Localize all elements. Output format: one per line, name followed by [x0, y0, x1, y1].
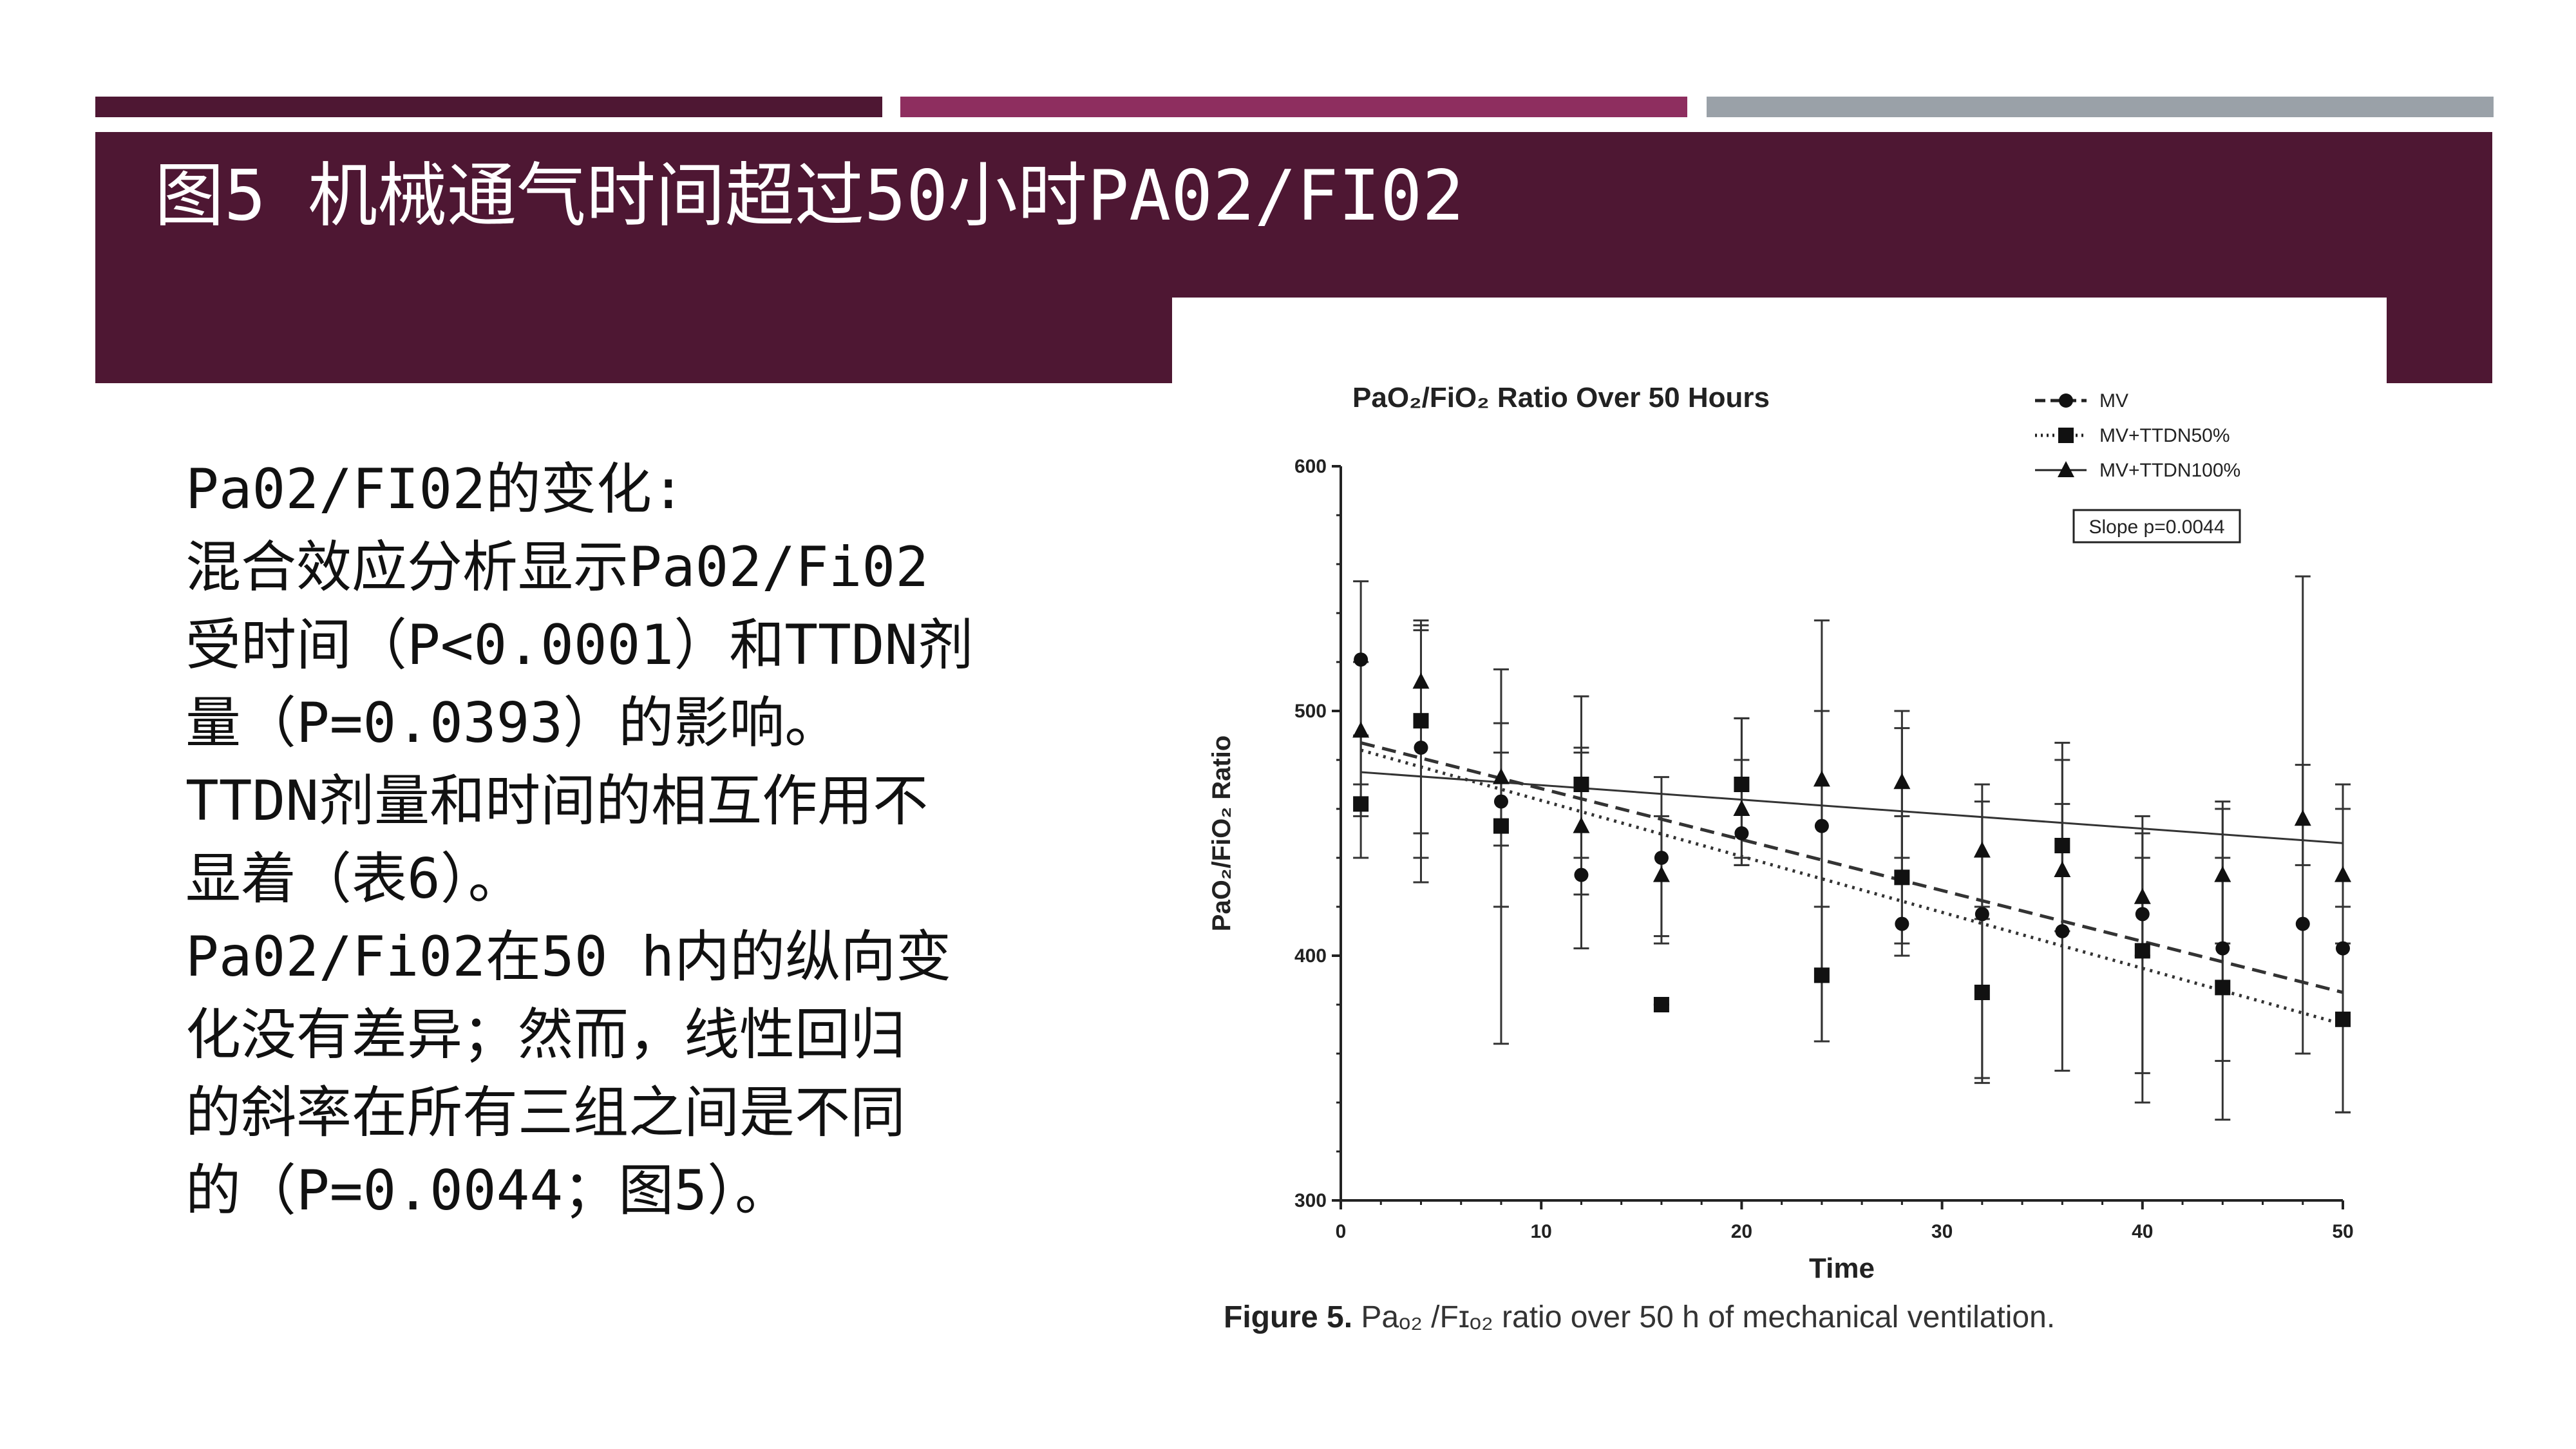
data-point-series-1 — [1353, 796, 1369, 812]
slide-title: 图5 机械通气时间超过50小时PA02/FI02 — [155, 156, 1464, 236]
body-line: TTDN剂量和时间的相互作用不 — [185, 769, 929, 833]
legend-marker — [2059, 393, 2073, 408]
accent-bar-magenta — [900, 97, 1687, 117]
data-point-series-1 — [2134, 943, 2150, 959]
data-point-series-1 — [1814, 967, 1830, 983]
data-point-series-1 — [2054, 838, 2070, 853]
data-point-series-0 — [1414, 741, 1428, 755]
data-point-series-2 — [1492, 768, 1510, 784]
data-point-series-2 — [1813, 770, 1830, 787]
body-line: 的（P=0.0044；图5）。 — [185, 1159, 790, 1223]
data-point-series-0 — [1574, 867, 1589, 882]
data-point-series-0 — [2055, 924, 2070, 938]
data-point-series-0 — [2135, 907, 2150, 922]
data-point-series-2 — [2134, 887, 2151, 904]
data-point-series-1 — [1734, 777, 1750, 792]
data-point-series-1 — [1974, 985, 1990, 1000]
y-axis-label: PaO₂/FiO₂ Ratio — [1208, 735, 1236, 931]
data-point-series-2 — [2054, 861, 2071, 877]
data-point-series-0 — [1895, 916, 1909, 931]
trend-line-series-0 — [1360, 741, 2344, 994]
legend-label: MV+TTDN50% — [2099, 425, 2230, 446]
pao2-fio2-chart: 300 400 500 600 0 10 20 30 40 50 Time PaO₂/FiO₂ Rat… — [1208, 382, 2354, 1284]
body-text: Pa02/FI02的变化: 混合效应分析显示Pa02/Fi02 受时间（P<0.… — [185, 451, 1061, 1230]
y-tick-label: 500 — [1294, 701, 1327, 722]
y-tick-label: 300 — [1294, 1190, 1327, 1211]
body-line: 混合效应分析显示Pa02/Fi02 — [185, 535, 929, 600]
data-point-series-2 — [1573, 817, 1590, 833]
x-tick-label: 40 — [2132, 1221, 2153, 1242]
annotation-text: Slope p=0.0044 — [2088, 516, 2224, 538]
y-tick-label: 400 — [1294, 945, 1327, 967]
data-point-series-1 — [2335, 1011, 2351, 1027]
figure-panel — [1172, 298, 2387, 1392]
data-point-series-2 — [1973, 841, 1991, 858]
x-tick-label: 20 — [1731, 1221, 1752, 1242]
annotation-box — [2072, 509, 2241, 544]
legend-marker — [2058, 428, 2074, 443]
data-point-series-2 — [2214, 866, 2231, 882]
x-tick-label: 10 — [1531, 1221, 1552, 1242]
data-point-series-0 — [1734, 826, 1749, 840]
body-line: Pa02/FI02的变化: — [185, 457, 685, 522]
data-point-series-0 — [1814, 819, 1829, 833]
data-point-series-0 — [1493, 794, 1508, 809]
body-line: 受时间（P<0.0001）和TTDN剂 — [185, 613, 974, 677]
data-point-series-0 — [1354, 652, 1368, 667]
data-point-series-1 — [1573, 777, 1589, 792]
legend-marker — [2058, 461, 2074, 477]
data-point-series-2 — [1352, 721, 1370, 738]
data-point-series-0 — [2295, 916, 2310, 931]
x-axis-label: Time — [1809, 1253, 1875, 1284]
chart-title: PaO₂/FiO₂ Ratio Over 50 Hours — [1352, 382, 1770, 413]
accent-bar-gray — [1707, 97, 2494, 117]
x-tick-label: 50 — [2332, 1221, 2353, 1242]
legend-label: MV — [2099, 390, 2128, 412]
data-point-series-1 — [1413, 713, 1429, 729]
body-line: 量（P=0.0393）的影响。 — [185, 691, 840, 755]
trend-line-series-2 — [1361, 771, 2344, 844]
caption-label: Figure 5. — [1224, 1300, 1353, 1334]
data-point-series-0 — [2336, 941, 2350, 956]
data-point-series-2 — [1653, 866, 1670, 882]
x-tick-label: 0 — [1336, 1221, 1347, 1242]
data-point-series-0 — [1975, 907, 1989, 922]
data-point-series-2 — [2294, 810, 2311, 826]
data-point-series-1 — [2215, 980, 2231, 996]
body-line: 化没有差异；然而，线性回归 — [185, 1003, 905, 1067]
data-point-series-0 — [1654, 851, 1669, 865]
data-point-series-2 — [1412, 672, 1430, 689]
data-point-series-2 — [1733, 800, 1750, 816]
data-point-series-1 — [1493, 818, 1509, 834]
body-line: 的斜率在所有三组之间是不同 — [185, 1081, 905, 1145]
data-point-series-0 — [2215, 941, 2230, 956]
x-tick-label: 30 — [1931, 1221, 1953, 1242]
data-point-series-1 — [1894, 869, 1910, 886]
legend-label: MV+TTDN100% — [2099, 460, 2240, 481]
y-tick-label: 600 — [1294, 456, 1327, 477]
caption-text: Paₒ₂ /Fɪₒ₂ ratio over 50 h of mechanical… — [1352, 1300, 2056, 1334]
body-line: Pa02/Fi02在50 h内的纵向变 — [185, 925, 952, 989]
body-line: 显着（表6）。 — [185, 847, 524, 911]
trend-line-series-1 — [1360, 748, 2344, 1026]
data-point-series-2 — [1893, 773, 1911, 790]
accent-bar-dark — [95, 97, 882, 117]
data-point-series-2 — [2334, 866, 2351, 882]
data-point-series-1 — [1653, 997, 1669, 1012]
figure-caption: Figure 5. Paₒ₂ /Fɪₒ₂ ratio over 50 h of … — [1224, 1300, 2055, 1345]
